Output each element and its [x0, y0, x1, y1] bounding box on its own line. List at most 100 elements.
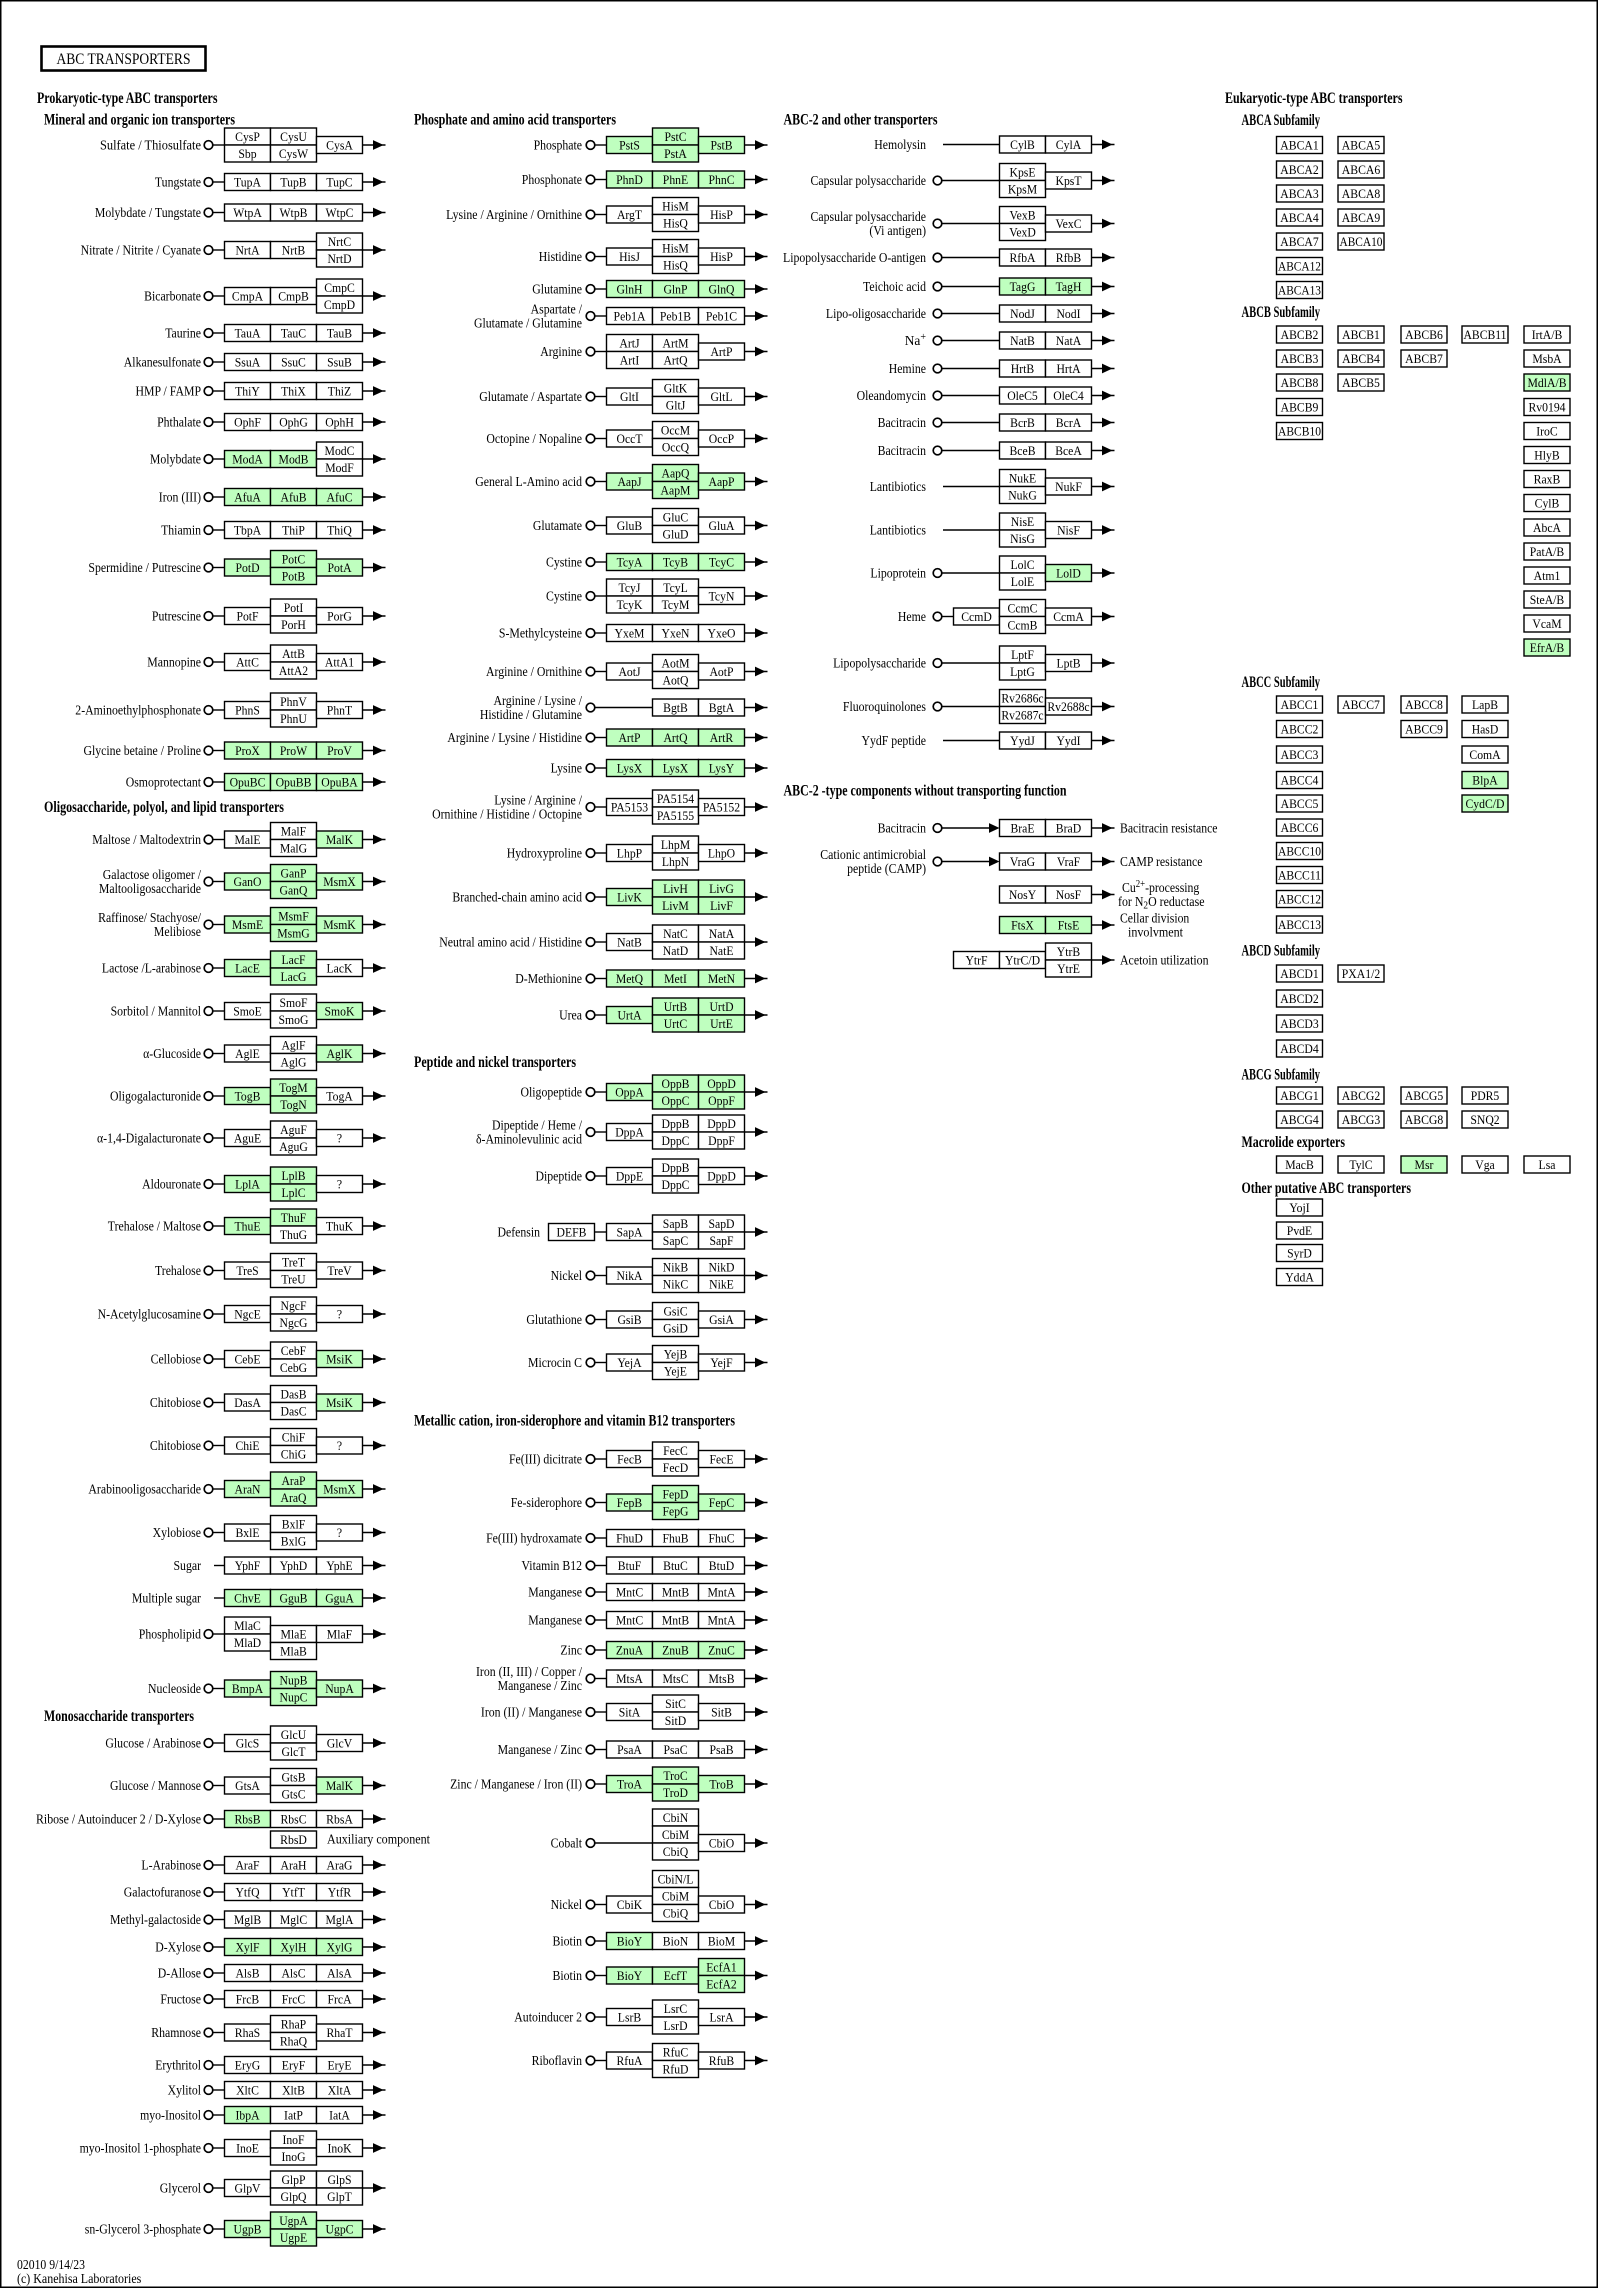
- svg-text:α-1,4-Digalacturonate: α-1,4-Digalacturonate: [97, 1131, 201, 1146]
- svg-text:OppC: OppC: [662, 1093, 690, 1108]
- svg-text:AlsB: AlsB: [235, 1966, 259, 1981]
- svg-text:MntA: MntA: [708, 1585, 737, 1600]
- svg-text:ABCA9: ABCA9: [1342, 210, 1380, 225]
- svg-text:NgcG: NgcG: [280, 1315, 308, 1330]
- svg-text:MntC: MntC: [616, 1585, 643, 1600]
- svg-text:EcfA2: EcfA2: [706, 1977, 737, 1992]
- svg-text:Dipeptide: Dipeptide: [536, 1169, 583, 1184]
- svg-text:Manganese / Zinc: Manganese / Zinc: [498, 1678, 582, 1693]
- svg-text:ABCC2: ABCC2: [1281, 722, 1319, 737]
- svg-text:HisP: HisP: [710, 207, 733, 222]
- svg-text:ComA: ComA: [1469, 747, 1501, 762]
- svg-text:LplA: LplA: [235, 1177, 260, 1192]
- svg-text:ThiY: ThiY: [235, 384, 260, 399]
- svg-text:ABCG5: ABCG5: [1405, 1088, 1443, 1103]
- svg-text:YtrC/D: YtrC/D: [1005, 953, 1040, 968]
- svg-text:PhnT: PhnT: [327, 703, 352, 718]
- svg-text:DppC: DppC: [662, 1133, 690, 1148]
- svg-text:NikB: NikB: [663, 1260, 689, 1275]
- svg-text:Glycine betaine / Proline: Glycine betaine / Proline: [84, 743, 202, 758]
- svg-text:ZnuA: ZnuA: [616, 1643, 644, 1658]
- svg-text:ABCB3: ABCB3: [1281, 351, 1319, 366]
- svg-text:Lysine: Lysine: [551, 761, 582, 776]
- svg-text:TogA: TogA: [326, 1089, 353, 1104]
- svg-text:ArtI: ArtI: [620, 353, 640, 368]
- svg-text:ThiZ: ThiZ: [328, 384, 351, 399]
- svg-text:EryF: EryF: [282, 2058, 305, 2073]
- svg-text:ABCB2: ABCB2: [1281, 327, 1319, 342]
- svg-text:ABCB9: ABCB9: [1281, 400, 1319, 415]
- svg-text:Sugar: Sugar: [174, 1558, 202, 1573]
- svg-text:GanQ: GanQ: [280, 883, 308, 898]
- svg-text:Glutamate / Glutamine: Glutamate / Glutamine: [474, 316, 582, 331]
- svg-text:Bacitracin resistance: Bacitracin resistance: [1120, 821, 1218, 836]
- svg-text:myo-Inositol: myo-Inositol: [140, 2108, 201, 2123]
- svg-text:Fe-siderophore: Fe-siderophore: [511, 1495, 582, 1510]
- svg-text:ABCC3: ABCC3: [1281, 747, 1319, 762]
- svg-text:ABCG4: ABCG4: [1280, 1112, 1319, 1127]
- svg-text:Urea: Urea: [559, 1008, 582, 1023]
- svg-text:Capsular polysaccharide: Capsular polysaccharide: [811, 209, 927, 224]
- svg-text:HisQ: HisQ: [663, 216, 688, 231]
- svg-text:ABCG2: ABCG2: [1342, 1088, 1380, 1103]
- svg-text:TcyM: TcyM: [662, 597, 690, 612]
- svg-text:CmpC: CmpC: [324, 280, 355, 295]
- svg-text:Manganese: Manganese: [528, 1613, 582, 1628]
- svg-text:RbsB: RbsB: [235, 1812, 261, 1827]
- svg-text:Branched-chain amino acid: Branched-chain amino acid: [452, 890, 582, 905]
- svg-text:VraF: VraF: [1057, 854, 1080, 869]
- svg-text:LivK: LivK: [617, 890, 642, 905]
- svg-text:AraP: AraP: [282, 1473, 306, 1488]
- svg-text:Galactose oligomer /: Galactose oligomer /: [103, 867, 201, 882]
- svg-text:RbsA: RbsA: [326, 1812, 353, 1827]
- svg-text:myo-Inositol 1-phosphate: myo-Inositol 1-phosphate: [80, 2141, 201, 2156]
- svg-text:BcrB: BcrB: [1010, 415, 1035, 430]
- svg-text:SteA/B: SteA/B: [1530, 592, 1565, 607]
- svg-text:MsmG: MsmG: [277, 926, 310, 941]
- svg-text:FecD: FecD: [663, 1460, 688, 1475]
- svg-text:ABCB4: ABCB4: [1342, 351, 1380, 366]
- svg-text:LysX: LysX: [663, 761, 689, 776]
- svg-text:TroA: TroA: [617, 1777, 642, 1792]
- svg-text:LhpN: LhpN: [662, 854, 690, 869]
- svg-text:SapB: SapB: [663, 1216, 689, 1231]
- svg-text:WtpA: WtpA: [233, 205, 262, 220]
- svg-text:ThuE: ThuE: [235, 1219, 261, 1234]
- svg-text:KpsT: KpsT: [1056, 173, 1082, 188]
- svg-text:XylH: XylH: [281, 1940, 307, 1955]
- svg-text:ArtP: ArtP: [618, 730, 640, 745]
- svg-text:UgpA: UgpA: [279, 2213, 308, 2228]
- svg-text:CcmA: CcmA: [1053, 609, 1084, 624]
- svg-text:SNQ2: SNQ2: [1470, 1112, 1499, 1127]
- svg-text:LacF: LacF: [282, 952, 306, 967]
- svg-text:DppA: DppA: [615, 1125, 644, 1140]
- svg-text:PhnD: PhnD: [616, 172, 643, 187]
- svg-text:SapD: SapD: [709, 1216, 735, 1231]
- svg-text:OppF: OppF: [708, 1093, 735, 1108]
- svg-text:(c) Kanehisa Laboratories: (c) Kanehisa Laboratories: [17, 2271, 141, 2287]
- svg-text:General L-Amino acid: General L-Amino acid: [475, 474, 582, 489]
- svg-text:LacE: LacE: [235, 961, 260, 976]
- svg-text:EfrA/B: EfrA/B: [1530, 640, 1565, 655]
- svg-text:MglB: MglB: [234, 1912, 262, 1927]
- svg-text:TagH: TagH: [1056, 279, 1082, 294]
- svg-text:ABCG1: ABCG1: [1280, 1088, 1318, 1103]
- svg-text:Histidine: Histidine: [539, 249, 582, 264]
- svg-text:SitA: SitA: [619, 1705, 641, 1720]
- svg-text:Arginine / Lysine /: Arginine / Lysine /: [494, 693, 583, 708]
- svg-text:ModB: ModB: [279, 452, 309, 467]
- svg-text:ModA: ModA: [232, 452, 263, 467]
- svg-text:Aldouronate: Aldouronate: [142, 1177, 201, 1192]
- svg-text:NatC: NatC: [663, 926, 688, 941]
- svg-text:ABCB11: ABCB11: [1464, 327, 1507, 342]
- svg-text:OccM: OccM: [661, 423, 691, 438]
- svg-text:IrtA/B: IrtA/B: [1532, 327, 1563, 342]
- svg-text:KpsE: KpsE: [1010, 165, 1036, 180]
- svg-text:YejE: YejE: [664, 1364, 687, 1379]
- svg-text:AglG: AglG: [281, 1055, 307, 1070]
- svg-text:Phosphate: Phosphate: [534, 138, 582, 153]
- svg-text:for N2O reductase: for N2O reductase: [1118, 894, 1205, 912]
- svg-text:TcyA: TcyA: [617, 555, 643, 570]
- svg-text:XltB: XltB: [282, 2083, 305, 2098]
- svg-text:ThuG: ThuG: [280, 1227, 307, 1242]
